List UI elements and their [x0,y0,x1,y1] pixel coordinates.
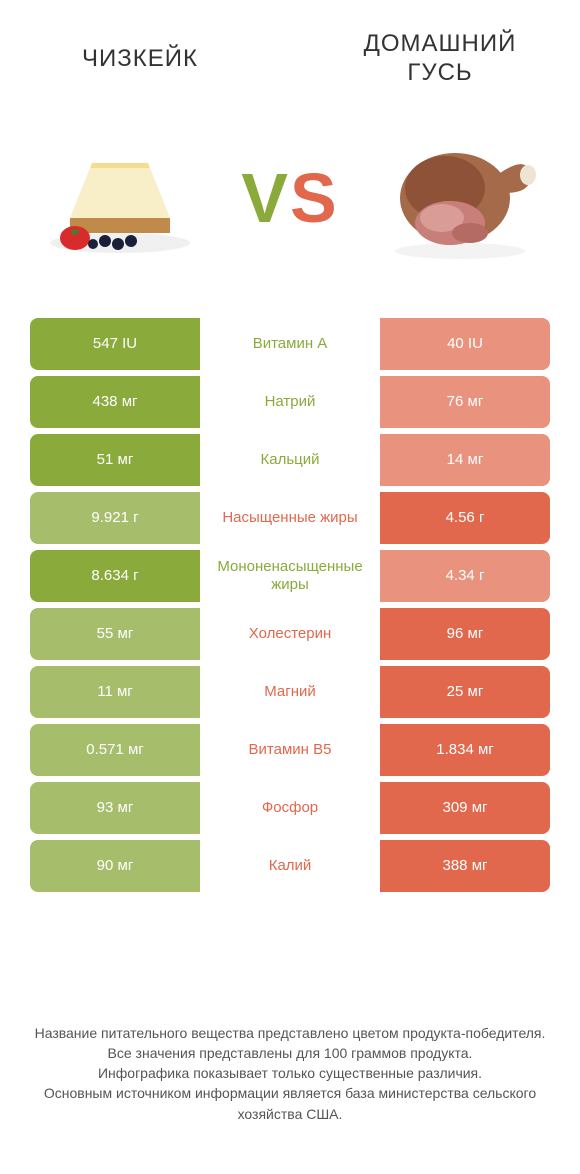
cheesecake-illustration [40,138,200,258]
vs-v: V [241,159,290,237]
value-left: 547 IU [30,318,200,370]
footer-line: Название питательного вещества представл… [30,1023,550,1043]
value-right: 25 мг [380,666,550,718]
vs-s: S [290,159,339,237]
nutrient-name: Мононенасыщенные жиры [200,550,380,602]
nutrition-row: 90 мгКалий388 мг [30,840,550,892]
value-left: 9.921 г [30,492,200,544]
nutrition-row: 9.921 гНасыщенные жиры4.56 г [30,492,550,544]
footer-line: Инфографика показывает только существенн… [30,1063,550,1083]
product-title-right: ДОМАШНИЙ ГУСЬ [330,30,550,88]
nutrition-row: 55 мгХолестерин96 мг [30,608,550,660]
nutrient-name: Витамин A [200,318,380,370]
nutrition-row: 8.634 гМононенасыщенные жиры4.34 г [30,550,550,602]
value-right: 96 мг [380,608,550,660]
product-title-left: ЧИЗКЕЙК [30,45,250,73]
value-left: 55 мг [30,608,200,660]
value-left: 11 мг [30,666,200,718]
header: ЧИЗКЕЙК ДОМАШНИЙ ГУСЬ [0,0,580,98]
footer-line: Основным источником информации является … [30,1083,550,1124]
footer-notes: Название питательного вещества представл… [0,1023,580,1124]
value-right: 388 мг [380,840,550,892]
vs-label: VS [241,158,338,238]
value-left: 51 мг [30,434,200,486]
nutrition-row: 547 IUВитамин A40 IU [30,318,550,370]
nutrient-name: Кальций [200,434,380,486]
nutrient-name: Магний [200,666,380,718]
value-left: 93 мг [30,782,200,834]
value-left: 8.634 г [30,550,200,602]
nutrition-row: 438 мгНатрий76 мг [30,376,550,428]
nutrient-name: Натрий [200,376,380,428]
value-right: 309 мг [380,782,550,834]
value-right: 4.56 г [380,492,550,544]
nutrient-name: Фосфор [200,782,380,834]
nutrition-table: 547 IUВитамин A40 IU 438 мгНатрий76 мг 51 … [0,318,580,892]
nutrition-row: 0.571 мгВитамин B51.834 мг [30,724,550,776]
value-left: 90 мг [30,840,200,892]
hero-row: VS [0,108,580,288]
nutrient-name: Холестерин [200,608,380,660]
nutrition-row: 93 мгФосфор309 мг [30,782,550,834]
value-right: 76 мг [380,376,550,428]
value-right: 14 мг [380,434,550,486]
footer-line: Все значения представлены для 100 граммо… [30,1043,550,1063]
nutrient-name: Витамин B5 [200,724,380,776]
nutrient-name: Насыщенные жиры [200,492,380,544]
nutrition-row: 51 мгКальций14 мг [30,434,550,486]
value-right: 1.834 мг [380,724,550,776]
nutrient-name: Калий [200,840,380,892]
goose-illustration [380,133,540,263]
nutrition-row: 11 мгМагний25 мг [30,666,550,718]
value-right: 40 IU [380,318,550,370]
value-left: 438 мг [30,376,200,428]
value-right: 4.34 г [380,550,550,602]
value-left: 0.571 мг [30,724,200,776]
